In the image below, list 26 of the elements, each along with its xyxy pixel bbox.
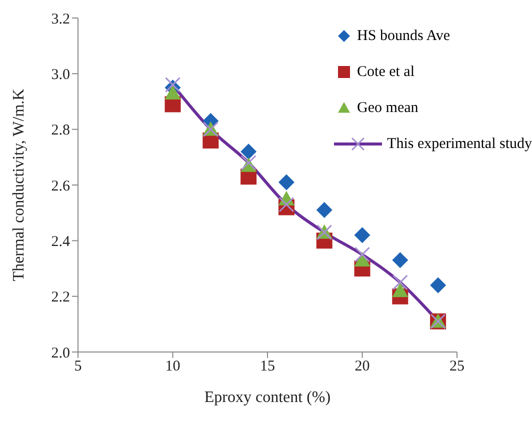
y-tick-label: 2.6 xyxy=(51,178,70,194)
x-tick-label: 15 xyxy=(260,358,275,375)
point xyxy=(164,85,181,100)
legend-label: HS bounds Ave xyxy=(357,28,450,44)
x-tick-label: 10 xyxy=(165,358,180,375)
point xyxy=(392,282,408,298)
point xyxy=(278,174,294,190)
point xyxy=(392,252,408,268)
x-tick-label: 5 xyxy=(74,358,82,375)
point xyxy=(430,277,446,294)
y-tick-label: 3.2 xyxy=(51,11,70,28)
y-tick-label: 2.2 xyxy=(51,290,70,306)
legend-label: Cote et al xyxy=(357,64,415,80)
y-tick-label: 3.0 xyxy=(51,66,70,83)
y-tick-label: 2.8 xyxy=(51,122,70,139)
legend-label: Geo mean xyxy=(357,100,418,116)
x-axis-title: Eproxy content (%) xyxy=(204,389,331,406)
point xyxy=(240,144,257,160)
y-tick-label: 2.0 xyxy=(51,345,70,362)
legend-label: This experimental study xyxy=(387,136,532,152)
x-tick-label: 20 xyxy=(354,358,370,375)
y-tick-label: 2.4 xyxy=(51,234,70,250)
point xyxy=(354,227,370,244)
y-axis-title: Thermal conductivity, W/m.K xyxy=(10,88,28,282)
x-tick-label: 25 xyxy=(450,358,464,375)
point xyxy=(316,202,332,218)
